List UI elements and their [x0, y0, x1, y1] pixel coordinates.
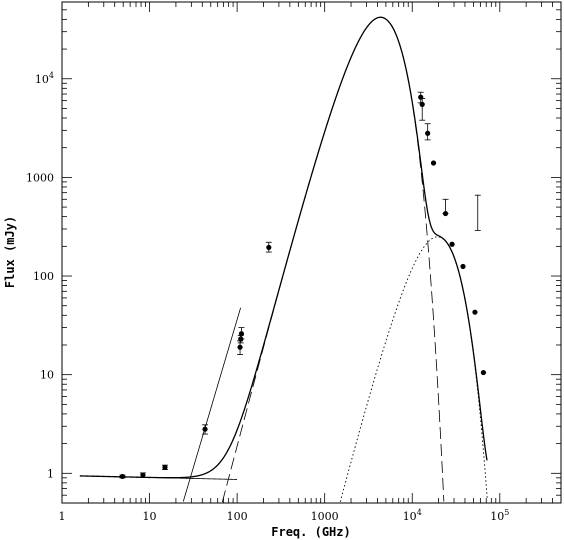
tick-label: 105 [490, 508, 509, 523]
data-point [442, 210, 449, 217]
tick-label: 104 [403, 508, 422, 523]
plot-frame [61, 1, 562, 504]
data-point [202, 426, 208, 432]
y-tick-label: 1 [47, 467, 54, 480]
y-axis-title: Flux (mJy) [3, 216, 17, 288]
tick-label: 1 [59, 510, 66, 523]
axis-ticks [61, 1, 562, 504]
y-tick-label: 1000 [26, 171, 54, 184]
tick-label: 10 [143, 510, 157, 523]
tick-labels: 1 10 100 1000 104 105 1 10 100 1000 104 [26, 71, 509, 523]
data-point [162, 464, 168, 470]
data-point [472, 309, 478, 315]
cold-dust-curve [221, 16, 445, 503]
data-point [140, 472, 146, 478]
model-curves [79, 16, 488, 503]
data-point [119, 473, 126, 480]
data-point [480, 369, 487, 376]
data-point [419, 101, 425, 107]
power-law-line [182, 307, 242, 502]
y-tick-label: 10 [40, 369, 54, 382]
data-point [266, 244, 272, 251]
data-point [237, 344, 243, 350]
x-axis-title: Freq. (GHz) [271, 525, 350, 539]
y-tick-label: 104 [35, 71, 54, 86]
data-point [430, 160, 437, 166]
data-point [449, 241, 455, 247]
data-point [238, 331, 245, 337]
warm-dust-curve [339, 236, 488, 502]
data-point [425, 130, 431, 136]
synchrotron-curve [79, 475, 238, 480]
y-tick-label: 100 [33, 270, 54, 283]
data-points [119, 91, 487, 480]
data-point [460, 263, 466, 270]
total-model-curve [79, 16, 488, 479]
tick-label: 100 [227, 510, 248, 523]
tick-label: 1000 [311, 510, 339, 523]
